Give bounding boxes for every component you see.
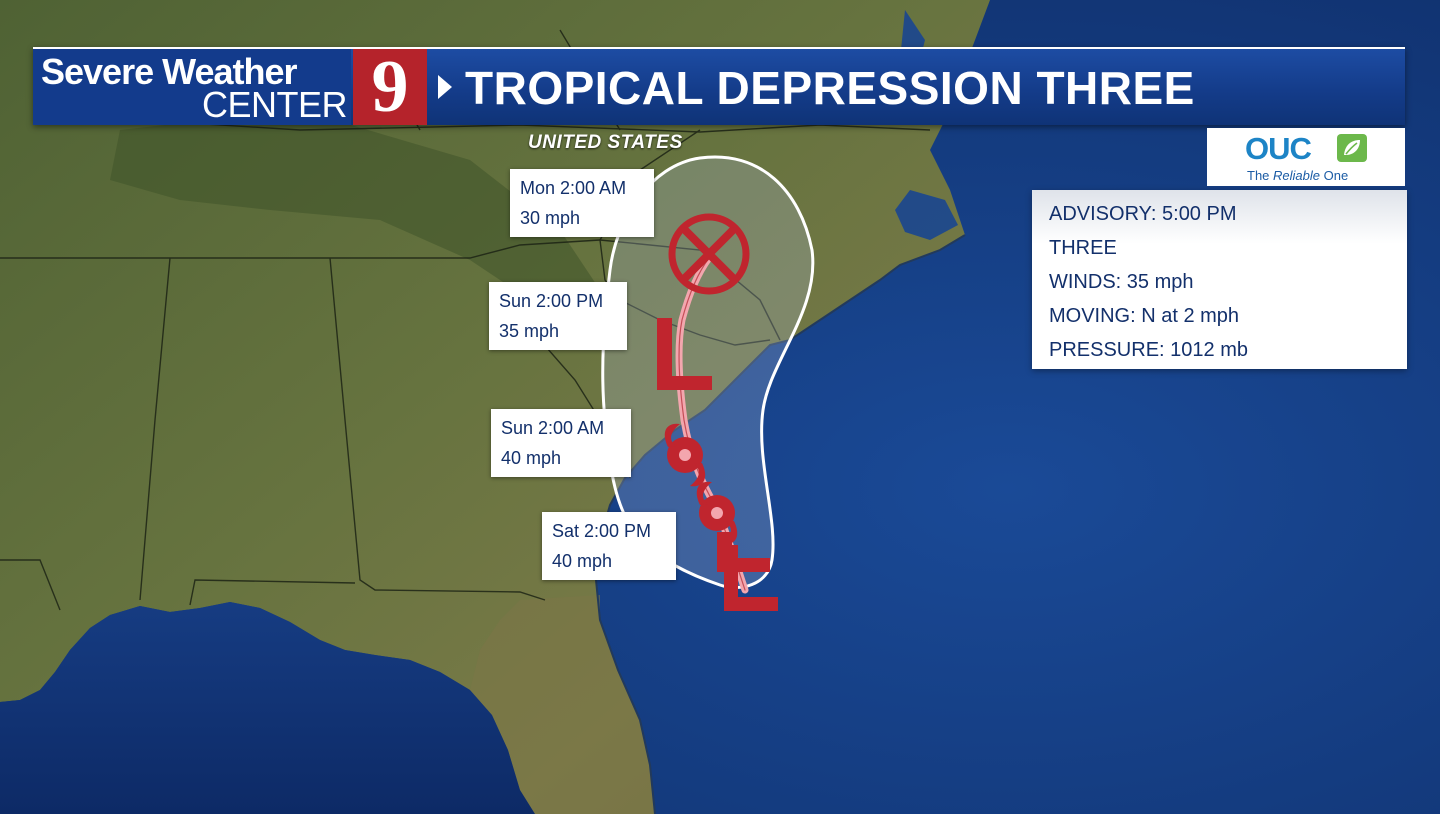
advisory-box: ADVISORY: 5:00 PM THREE WINDS: 35 mph MO… [1032,190,1407,369]
page-title: TROPICAL DEPRESSION THREE [465,62,1195,114]
sponsor-logo: OUC The Reliable One [1207,128,1405,186]
forecast-wind: 35 mph [499,321,560,341]
gulf-of-mexico [0,602,535,814]
forecast-wind: 40 mph [552,551,613,571]
low-symbol-sun-pm [657,318,712,390]
movement-value: MOVING: N at 2 mph [1049,305,1240,327]
tagline-italic: Reliable [1273,168,1320,183]
forecast-time: Sat 2:00 PM [552,521,652,541]
play-arrow-icon [438,75,452,99]
forecast-wind: 40 mph [501,448,562,468]
forecast-time: Mon 2:00 AM [520,178,627,198]
tagline-suffix: One [1320,168,1349,183]
coastline [594,234,966,814]
country-label: UNITED STATES [528,132,683,153]
low-symbol-current [724,545,778,611]
forecast-label-sun-am: Sun 2:00 AM 40 mph [491,409,631,477]
advisory-time: ADVISORY: 5:00 PM [1049,203,1237,225]
brand-line-1: Severe Weather [41,51,297,92]
forecast-label-sun-pm: Sun 2:00 PM 35 mph [489,282,627,350]
pamlico-sound [895,190,958,240]
forecast-wind: 30 mph [520,208,581,228]
florida-peninsula [470,595,655,814]
leaf-icon [1337,134,1367,162]
sponsor-tagline: The Reliable One [1247,168,1348,183]
appalachian-region [110,110,600,320]
pressure-value: PRESSURE: 1012 mb [1049,339,1248,361]
forecast-time: Sun 2:00 AM [501,418,605,438]
forecast-time: Sun 2:00 PM [499,291,604,311]
brand-line-2: CENTER [201,84,348,125]
remnant-x-symbol [668,213,750,295]
tagline-prefix: The [1247,168,1274,183]
forecast-label-mon-am: Mon 2:00 AM 30 mph [510,169,654,237]
forecast-label-sat-pm: Sat 2:00 PM 40 mph [542,512,676,580]
brand-logo: Severe Weather CENTER [33,49,351,125]
channel-logo: 9 [353,49,427,125]
header-bar: Severe Weather CENTER 9 TROPICAL DEPRESS… [33,47,1405,125]
storm-name: THREE [1049,237,1117,259]
sponsor-name: OUC [1245,131,1312,166]
winds-value: WINDS: 35 mph [1049,271,1194,293]
